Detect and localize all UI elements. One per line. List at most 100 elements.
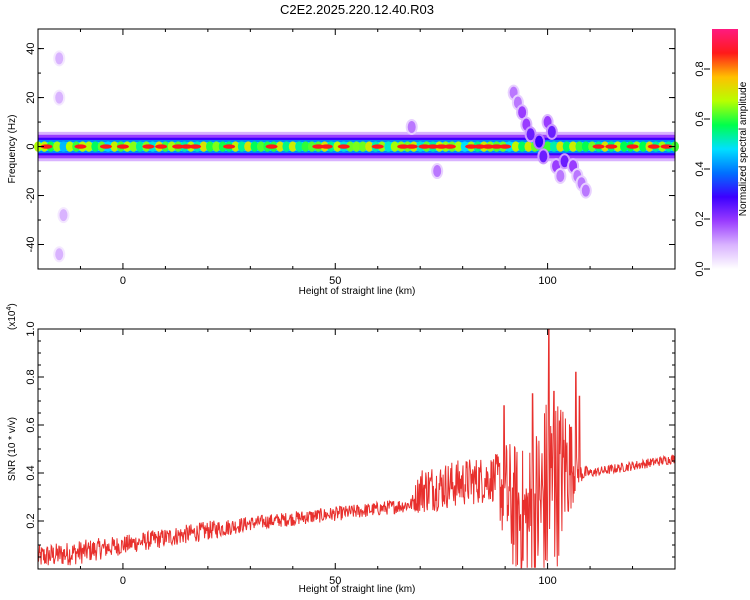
ridge-cell — [231, 141, 240, 152]
ridge-cell — [524, 141, 533, 152]
scatter-blob — [547, 125, 556, 138]
ridge-peak — [142, 144, 155, 149]
scatter-blob — [539, 150, 548, 163]
ridge-peak — [443, 144, 456, 149]
ridge-peak — [482, 144, 495, 149]
ridge-cell — [588, 141, 597, 152]
x-tick-label: 50 — [329, 275, 341, 287]
scatter-blob — [433, 165, 442, 178]
scatter-blob — [59, 209, 68, 222]
y-tick-label: 40 — [25, 42, 37, 54]
y-tick-label: 1.0 — [25, 321, 37, 336]
ridge-peak — [473, 144, 486, 149]
ridge-peak — [465, 144, 478, 149]
y-tick-label: 0.6 — [25, 417, 37, 432]
y-tick-label: -40 — [25, 237, 37, 253]
ridge-cell — [511, 141, 520, 152]
scatter-blob — [535, 135, 544, 148]
ridge-cell — [295, 141, 304, 152]
ridge-cell — [600, 141, 609, 152]
ridge-cell — [237, 141, 246, 152]
ridge-peak — [426, 144, 439, 149]
colorbar-label: Normalized spectral amplitude — [738, 81, 749, 216]
scatter-blob — [526, 128, 535, 141]
ridge-peak — [74, 144, 87, 149]
y-tick-label: 0 — [25, 143, 37, 149]
spectrogram-x-ticks: 0 50 100 — [37, 29, 676, 287]
scatter-blob — [55, 91, 64, 104]
ridge-cell — [384, 141, 393, 152]
x-tick-label: 0 — [120, 575, 126, 587]
snr-x-ticks: 0 50 100 — [37, 329, 676, 587]
ridge-cell — [556, 141, 565, 152]
ridge-cell — [365, 141, 374, 152]
ridge-cell — [256, 141, 265, 152]
y-tick-label: 0.4 — [25, 465, 37, 480]
ridge-peak — [172, 144, 185, 149]
ridge-peak — [116, 144, 129, 149]
colorbar-tick-label: 0.6 — [694, 111, 706, 126]
ridge-peak — [626, 144, 639, 149]
scatter-blob — [556, 169, 565, 182]
ridge-cell — [65, 141, 74, 152]
ridge-peak — [660, 144, 673, 149]
scatter-blob — [518, 106, 527, 119]
colorbar-tick-label: 0.4 — [694, 161, 706, 176]
colorbar-tick-label: 0.2 — [694, 211, 706, 226]
snr-plot-area — [38, 329, 675, 569]
y-tick-label: 20 — [25, 91, 37, 103]
snr-x-label: Height of straight line (km) — [299, 584, 416, 595]
ridge-cell — [167, 141, 176, 152]
ridge-peak — [40, 144, 53, 149]
ridge-cell — [346, 141, 355, 152]
ridge-peak — [490, 144, 503, 149]
ridge-peak — [592, 144, 605, 149]
x-tick-label: 100 — [538, 275, 556, 287]
ridge-cell — [575, 141, 584, 152]
x-tick-label: 0 — [120, 275, 126, 287]
ridge-cell — [84, 141, 93, 152]
ridge-cell — [129, 141, 138, 152]
scatter-blob — [560, 155, 569, 168]
ridge-cell — [53, 141, 62, 152]
scatter-blob — [55, 52, 64, 65]
ridge-cell — [288, 141, 297, 152]
ridge-peak — [265, 144, 278, 149]
ridge-peak — [647, 144, 660, 149]
ridge-cell — [282, 141, 291, 152]
ridge-cell — [352, 141, 361, 152]
ridge-cell — [135, 141, 144, 152]
ridge-cell — [218, 141, 227, 152]
spectrogram-frame — [37, 28, 676, 270]
ridge-cell — [91, 141, 100, 152]
colorbar-tick-label: 0.8 — [694, 61, 706, 76]
ridge-cell — [549, 141, 558, 152]
colorbar-ticks: 0.0 0.2 0.4 0.6 0.8 — [694, 61, 710, 277]
y-tick-label: 0.8 — [25, 369, 37, 384]
ridge-cell — [59, 141, 68, 152]
ridge-cell — [276, 141, 285, 152]
spectrogram-x-label: Height of straight line (km) — [299, 286, 416, 297]
ridge-peak — [180, 144, 193, 149]
ridge-cell — [639, 141, 648, 152]
ridge-cell — [250, 141, 259, 152]
y-tick-label: -20 — [25, 188, 37, 204]
y-tick-label: 0.2 — [25, 513, 37, 528]
ridge-peak — [397, 144, 410, 149]
ridge-cell — [205, 141, 214, 152]
ridge-peak — [435, 144, 448, 149]
colorbar-tick-label: 0.0 — [694, 261, 706, 276]
ridge-peak — [320, 144, 333, 149]
snr-multiplier: (x104) — [6, 303, 18, 330]
snr-series-line — [38, 329, 675, 569]
ridge-peak — [371, 144, 384, 149]
ridge-peak — [312, 144, 325, 149]
ridge-cell — [110, 141, 119, 152]
spectrogram-y-ticks: 40 20 0 -20 -40 — [25, 42, 675, 270]
scatter-blob — [407, 120, 416, 133]
spectrogram-heatmap — [34, 50, 679, 263]
snr-y-ticks: 0.2 0.4 0.6 0.8 1.0 — [25, 321, 675, 570]
snr-y-label: SNR (10 * v/v) — [7, 417, 18, 481]
spectrogram-y-label: Frequency (Hz) — [7, 115, 18, 184]
ridge-cell — [613, 141, 622, 152]
